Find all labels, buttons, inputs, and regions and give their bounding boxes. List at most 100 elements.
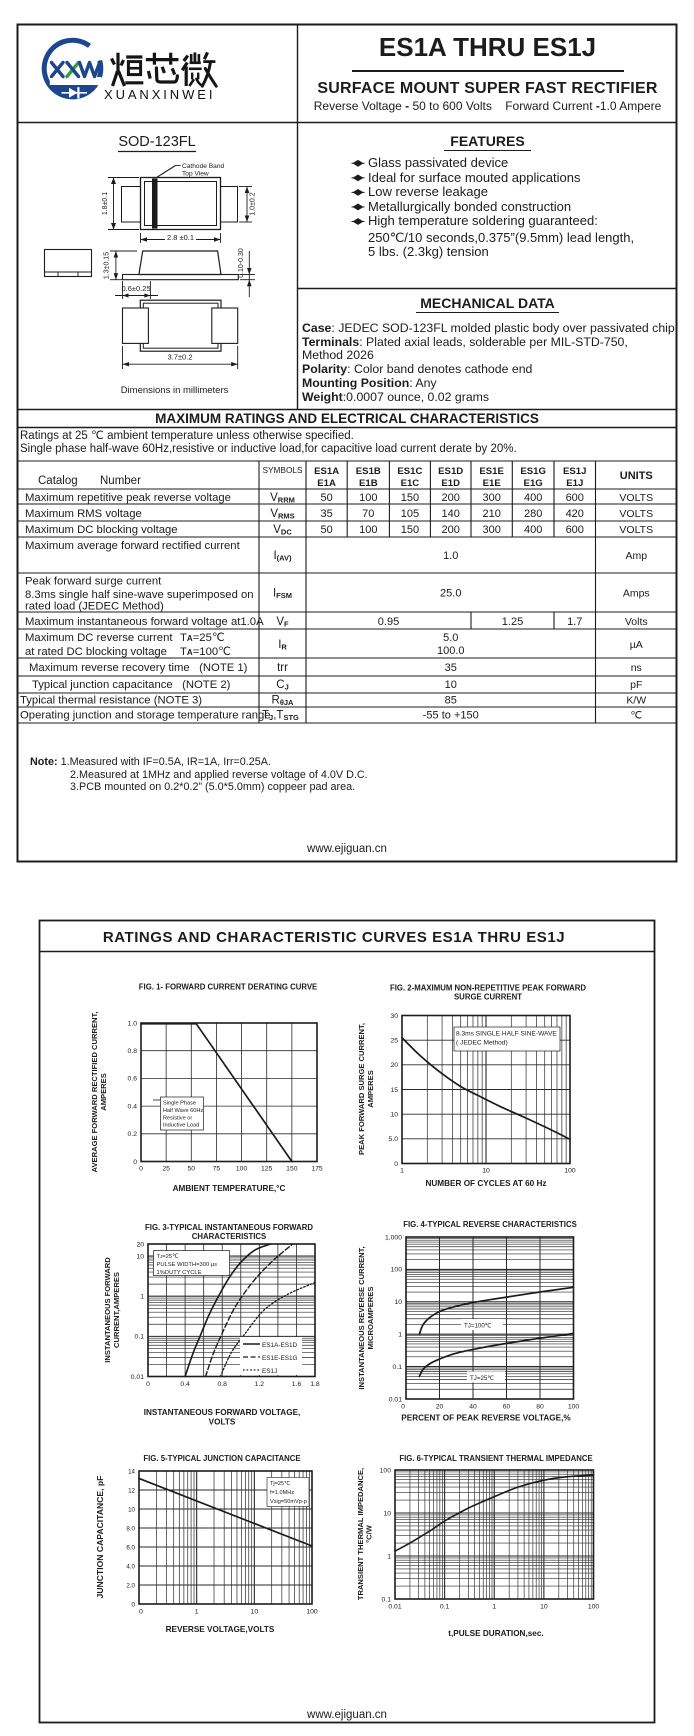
svg-text:0.95: 0.95 bbox=[378, 616, 399, 628]
svg-text:AMBIENT TEMPERATURE,°C: AMBIENT TEMPERATURE,°C bbox=[173, 1184, 286, 1193]
svg-text:0.8: 0.8 bbox=[217, 1381, 227, 1388]
svg-text:0: 0 bbox=[394, 1161, 398, 1168]
svg-text:AMPERES: AMPERES bbox=[99, 1073, 108, 1111]
svg-text:1: 1 bbox=[140, 1294, 144, 1301]
svg-text:ES1J: ES1J bbox=[563, 466, 586, 477]
svg-text:( JEDEC Method): ( JEDEC Method) bbox=[456, 1040, 508, 1047]
svg-text:0.01: 0.01 bbox=[389, 1396, 402, 1403]
svg-text:TA=100℃: TA=100℃ bbox=[180, 646, 231, 658]
svg-text:Amps: Amps bbox=[623, 588, 650, 600]
svg-text:Catalog: Catalog bbox=[38, 475, 78, 487]
svg-text:TJ,TSTG: TJ,TSTG bbox=[262, 710, 299, 723]
svg-text:f=1.0MHz: f=1.0MHz bbox=[270, 1490, 294, 1496]
svg-text:Top View: Top View bbox=[182, 171, 209, 178]
svg-text:µA: µA bbox=[630, 639, 643, 651]
svg-text:150: 150 bbox=[401, 524, 419, 536]
svg-text:ES1B: ES1B bbox=[356, 466, 381, 477]
svg-text:1: 1 bbox=[492, 1604, 496, 1611]
svg-text:1: 1 bbox=[387, 1553, 391, 1560]
svg-text:ES1J: ES1J bbox=[262, 1368, 277, 1375]
svg-text:10: 10 bbox=[136, 1253, 144, 1260]
svg-text:Maximum repetitive peak revers: Maximum repetitive peak reverse voltage bbox=[25, 492, 231, 504]
svg-text:100: 100 bbox=[236, 1166, 248, 1173]
svg-text:0: 0 bbox=[133, 1159, 137, 1166]
svg-text:2.0: 2.0 bbox=[126, 1582, 135, 1589]
svg-text:PERCENT OF PEAK REVERSE VOLTAG: PERCENT OF PEAK REVERSE VOLTAGE,% bbox=[401, 1414, 571, 1423]
svg-text:-55 to +150: -55 to +150 bbox=[423, 710, 479, 722]
svg-text:TA=25℃: TA=25℃ bbox=[180, 632, 225, 644]
svg-text:20: 20 bbox=[136, 1241, 144, 1248]
svg-text:Maximum DC reverse current: Maximum DC reverse current bbox=[25, 632, 173, 644]
svg-text:0.6±0.25: 0.6±0.25 bbox=[122, 284, 151, 293]
svg-text:VRRM: VRRM bbox=[270, 492, 295, 505]
svg-text:70: 70 bbox=[362, 508, 374, 520]
svg-text:100: 100 bbox=[359, 524, 377, 536]
svg-text:Typical junction capacitance: Typical junction capacitance (NOTE 2) bbox=[32, 679, 231, 691]
svg-text:0.4: 0.4 bbox=[128, 1103, 138, 1110]
svg-text:CURRENT,AMPERES: CURRENT,AMPERES bbox=[112, 1272, 121, 1348]
svg-text:INSTANTANEOUS FORWARD VOLTAGE,: INSTANTANEOUS FORWARD VOLTAGE, bbox=[144, 1408, 301, 1417]
svg-text:Amp: Amp bbox=[625, 550, 647, 562]
svg-text:Number: Number bbox=[100, 475, 141, 487]
svg-text:10: 10 bbox=[390, 1111, 398, 1118]
svg-text:0.10-0.30: 0.10-0.30 bbox=[238, 248, 245, 278]
svg-text:10: 10 bbox=[394, 1299, 402, 1306]
svg-text:1: 1 bbox=[398, 1332, 402, 1339]
svg-text:INSTANTANEOUS FORWARD: INSTANTANEOUS FORWARD bbox=[103, 1257, 112, 1363]
svg-text:E1D: E1D bbox=[441, 478, 460, 489]
svg-text:Volts: Volts bbox=[625, 616, 648, 628]
svg-text:5.0: 5.0 bbox=[389, 1136, 399, 1143]
svg-text:E1B: E1B bbox=[359, 478, 378, 489]
svg-text:TRANSIENT THERMAL IMPEDANCE,: TRANSIENT THERMAL IMPEDANCE, bbox=[356, 1468, 365, 1600]
svg-text:30: 30 bbox=[390, 1013, 398, 1020]
svg-text:150: 150 bbox=[286, 1166, 298, 1173]
svg-text:RATINGS AND CHARACTERISTIC CUR: RATINGS AND CHARACTERISTIC CURVES ES1A T… bbox=[103, 929, 565, 946]
svg-text:SOD-123FL: SOD-123FL bbox=[118, 134, 195, 150]
svg-text:10: 10 bbox=[482, 1168, 490, 1175]
svg-text:Single Phase: Single Phase bbox=[163, 1101, 196, 1107]
svg-text:REVERSE VOLTAGE,VOLTS: REVERSE VOLTAGE,VOLTS bbox=[166, 1625, 275, 1634]
svg-text:40: 40 bbox=[469, 1404, 477, 1411]
svg-text:100: 100 bbox=[568, 1404, 580, 1411]
svg-text:FIG. 5-TYPICAL JUNCTION CAPACI: FIG. 5-TYPICAL JUNCTION CAPACITANCE bbox=[143, 1454, 300, 1463]
svg-text:FIG. 6-TYPICAL TRANSIENT THERM: FIG. 6-TYPICAL TRANSIENT THERMAL IMPEDAN… bbox=[399, 1454, 592, 1463]
svg-text:100: 100 bbox=[380, 1467, 392, 1474]
svg-text:Operating junction and storage: Operating junction and storage temperatu… bbox=[20, 710, 271, 722]
svg-text:1.8: 1.8 bbox=[310, 1381, 320, 1388]
svg-text:t,PULSE DURATION,sec.: t,PULSE DURATION,sec. bbox=[448, 1629, 543, 1638]
svg-text:25: 25 bbox=[390, 1037, 398, 1044]
svg-text:8.0: 8.0 bbox=[126, 1525, 135, 1532]
svg-text:20: 20 bbox=[390, 1062, 398, 1069]
svg-text:Vsig=50mVp-p: Vsig=50mVp-p bbox=[270, 1499, 307, 1505]
svg-text:1.25: 1.25 bbox=[502, 616, 523, 628]
svg-text:1.0: 1.0 bbox=[443, 550, 458, 562]
svg-text:10: 10 bbox=[445, 679, 457, 691]
svg-text:175: 175 bbox=[311, 1166, 323, 1173]
svg-text:25.0: 25.0 bbox=[440, 588, 461, 600]
svg-text:140: 140 bbox=[442, 508, 460, 520]
svg-text:150: 150 bbox=[401, 492, 419, 504]
svg-text:0: 0 bbox=[139, 1166, 143, 1173]
svg-text:VOLTS: VOLTS bbox=[619, 508, 653, 520]
svg-text:TJ=100℃: TJ=100℃ bbox=[464, 1323, 492, 1330]
svg-text:14: 14 bbox=[128, 1468, 135, 1475]
svg-text:8.3ms single half sine-wave su: 8.3ms single half sine-wave superimposed… bbox=[25, 589, 254, 601]
svg-text:TJ=25℃: TJ=25℃ bbox=[157, 1254, 180, 1260]
svg-text:VRMS: VRMS bbox=[270, 508, 294, 521]
svg-text:1.6: 1.6 bbox=[292, 1381, 302, 1388]
svg-text:pF: pF bbox=[630, 679, 642, 691]
svg-text:℃: ℃ bbox=[630, 710, 642, 722]
svg-text:35: 35 bbox=[445, 662, 457, 674]
svg-text:1.0: 1.0 bbox=[128, 1020, 138, 1027]
svg-text:10: 10 bbox=[383, 1510, 391, 1517]
svg-text:1.3±0.15: 1.3±0.15 bbox=[104, 252, 111, 279]
svg-text:0.6: 0.6 bbox=[128, 1076, 138, 1083]
svg-text:www.ejiguan.cn: www.ejiguan.cn bbox=[306, 1709, 387, 1721]
svg-text:200: 200 bbox=[442, 492, 460, 504]
svg-text:3.7±0.2: 3.7±0.2 bbox=[168, 353, 193, 362]
svg-text:100: 100 bbox=[564, 1168, 576, 1175]
svg-text:85: 85 bbox=[445, 695, 457, 707]
svg-text:rated load (JEDEC Method): rated load (JEDEC Method) bbox=[25, 601, 164, 613]
svg-text:400: 400 bbox=[524, 524, 542, 536]
svg-text:trr: trr bbox=[277, 662, 288, 674]
